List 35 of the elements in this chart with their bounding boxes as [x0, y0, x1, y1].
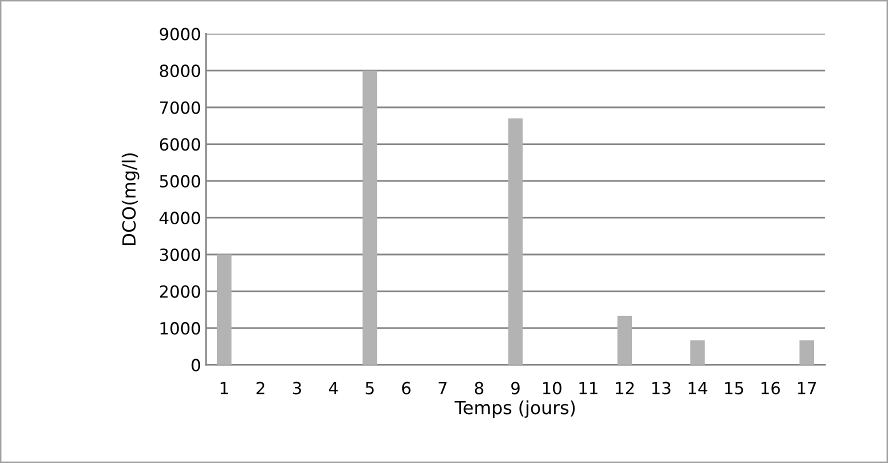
- x-tick-label: 6: [402, 382, 411, 394]
- x-tick-label: 9: [511, 382, 520, 394]
- bar: [362, 70, 378, 365]
- x-tick-label: 7: [438, 382, 447, 394]
- y-tick-label: 6000: [160, 138, 200, 151]
- x-tick-label: 15: [725, 382, 744, 394]
- y-tick-label: 3000: [160, 248, 200, 262]
- bar: [508, 118, 523, 365]
- x-tick-label: 17: [798, 382, 816, 394]
- bar: [617, 316, 632, 365]
- y-tick-label: 1000: [160, 322, 200, 335]
- x-axis-title: Temps (jours): [454, 400, 575, 418]
- x-tick-label: 1: [220, 382, 228, 394]
- x-tick-label: 4: [328, 382, 338, 394]
- y-tick-label: 0: [192, 358, 200, 372]
- bar: [216, 254, 232, 365]
- x-tick-label: 5: [366, 382, 374, 394]
- y-tick-label: 2000: [160, 285, 200, 298]
- bar: [799, 340, 814, 365]
- y-tick-label: 7000: [160, 101, 200, 114]
- x-tick-label: 3: [293, 382, 301, 394]
- x-tick-label: 12: [616, 382, 634, 394]
- x-tick-label: 13: [652, 382, 670, 394]
- bar: [690, 340, 705, 365]
- x-tick-label: 10: [543, 382, 562, 394]
- y-tick-label: 8000: [160, 64, 200, 78]
- x-tick-label: 16: [762, 382, 780, 394]
- y-tick-label: 4000: [160, 212, 200, 224]
- x-tick-label: 8: [474, 382, 484, 394]
- y-axis-title: DCO(mg/l): [122, 153, 140, 246]
- y-tick-label: 9000: [160, 28, 200, 40]
- y-tick-label: 5000: [160, 174, 200, 188]
- x-tick-label: 14: [688, 382, 708, 394]
- x-tick-label: 2: [256, 382, 264, 394]
- x-tick-label: 11: [580, 382, 598, 394]
